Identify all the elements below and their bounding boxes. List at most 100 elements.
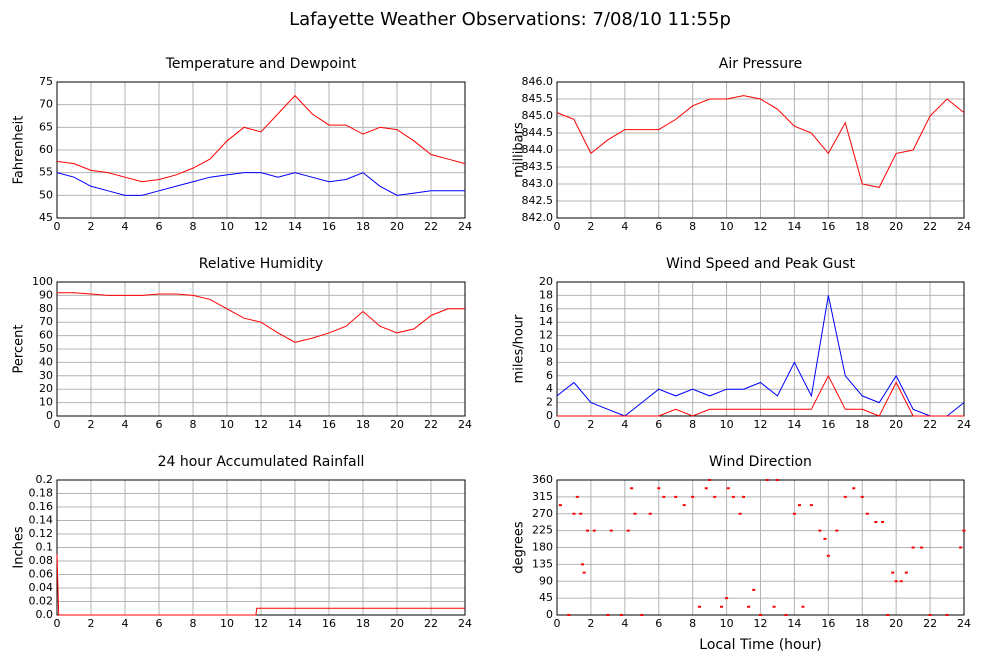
x-tick-label: 4	[122, 220, 129, 233]
x-tick-label: 8	[190, 617, 197, 630]
y-axis-label: degrees	[512, 521, 527, 574]
y-tick-label: 20	[39, 382, 53, 395]
data-point	[835, 529, 839, 532]
y-tick-label: 2	[546, 396, 553, 409]
x-tick-label: 0	[554, 617, 561, 630]
y-tick-label: 0	[46, 409, 53, 422]
x-tick-label: 12	[254, 418, 268, 431]
data-line	[57, 292, 465, 343]
chart-title: Relative Humidity	[199, 256, 323, 272]
data-point	[567, 614, 571, 616]
data-point	[765, 479, 769, 481]
x-tick-label: 6	[655, 418, 662, 431]
y-tick-label: 846.0	[522, 75, 554, 88]
x-tick-label: 22	[424, 617, 438, 630]
x-tick-label: 24	[957, 617, 971, 630]
y-tick-label: 40	[39, 355, 53, 368]
y-tick-label: 8	[546, 355, 553, 368]
x-tick-label: 22	[923, 617, 937, 630]
x-tick-label: 4	[122, 418, 129, 431]
y-axis-label: miles/hour	[512, 314, 527, 383]
plot-frame	[56, 281, 466, 417]
y-tick-label: 65	[39, 120, 53, 133]
x-tick-label: 2	[88, 617, 95, 630]
x-tick-label: 14	[288, 418, 302, 431]
data-point	[648, 512, 652, 515]
x-tick-label: 8	[190, 418, 197, 431]
y-tick-label: 315	[532, 490, 553, 503]
x-tick-label: 24	[957, 220, 971, 233]
y-axis-label: millibars	[512, 122, 527, 178]
x-tick-label: 4	[122, 617, 129, 630]
data-line	[56, 554, 465, 616]
x-tick-label: 14	[787, 418, 801, 431]
x-tick-label: 4	[621, 617, 628, 630]
chart-title: 24 hour Accumulated Rainfall	[158, 454, 365, 470]
y-axis-label: Inches	[12, 526, 27, 568]
x-tick-label: 20	[390, 418, 404, 431]
x-tick-label: 20	[889, 418, 903, 431]
y-tick-label: 225	[532, 524, 553, 537]
x-tick-label: 12	[754, 418, 768, 431]
x-tick-label: 6	[156, 418, 163, 431]
x-tick-label: 0	[554, 418, 561, 431]
data-point	[818, 529, 822, 532]
x-tick-label: 2	[587, 617, 594, 630]
data-point	[726, 487, 730, 490]
x-tick-label: 2	[88, 418, 95, 431]
x-tick-label: 22	[424, 418, 438, 431]
x-tick-label: 12	[254, 617, 268, 630]
x-tick-label: 8	[689, 220, 696, 233]
data-point	[752, 588, 756, 591]
x-tick-label: 12	[254, 220, 268, 233]
x-tick-label: 24	[458, 418, 472, 431]
x-tick-label: 22	[923, 220, 937, 233]
y-tick-label: 842.0	[522, 211, 554, 224]
data-point	[904, 571, 908, 574]
data-point	[823, 537, 827, 540]
y-tick-label: 12	[539, 329, 553, 342]
x-tick-label: 10	[720, 418, 734, 431]
data-point	[920, 546, 924, 549]
data-point	[772, 605, 776, 608]
chart-title: Air Pressure	[719, 56, 802, 72]
x-tick-label: 18	[356, 220, 370, 233]
y-tick-label: 270	[532, 507, 553, 520]
x-tick-label: 2	[88, 220, 95, 233]
y-tick-label: 75	[39, 75, 53, 88]
y-tick-label: 0.04	[29, 581, 54, 594]
data-point	[572, 512, 576, 515]
y-tick-label: 845.0	[522, 109, 554, 122]
data-line	[56, 94, 466, 183]
chart-title: Temperature and Dewpoint	[165, 56, 357, 72]
y-tick-label: 45	[39, 211, 53, 224]
y-tick-label: 843.5	[522, 160, 554, 173]
y-tick-label: 50	[39, 188, 53, 201]
data-point	[630, 487, 634, 490]
data-point	[928, 614, 932, 616]
y-tick-label: 30	[39, 369, 53, 382]
x-tick-label: 24	[458, 617, 472, 630]
y-tick-label: 4	[546, 382, 553, 395]
data-point	[731, 495, 735, 498]
y-tick-label: 0	[546, 608, 553, 621]
x-tick-label: 4	[621, 418, 628, 431]
data-point	[674, 495, 678, 498]
x-tick-label: 0	[54, 617, 61, 630]
y-tick-label: 0.14	[29, 514, 54, 527]
data-point	[719, 605, 723, 608]
y-tick-label: 0	[546, 409, 553, 422]
y-tick-label: 360	[532, 473, 553, 486]
x-tick-label: 24	[458, 220, 472, 233]
data-point	[945, 614, 949, 616]
x-tick-label: 10	[220, 418, 234, 431]
data-point	[865, 512, 869, 515]
data-point	[899, 580, 903, 583]
y-tick-label: 90	[39, 288, 53, 301]
x-tick-label: 8	[689, 617, 696, 630]
data-point	[852, 487, 856, 490]
data-point	[742, 495, 746, 498]
x-tick-label: 6	[156, 617, 163, 630]
